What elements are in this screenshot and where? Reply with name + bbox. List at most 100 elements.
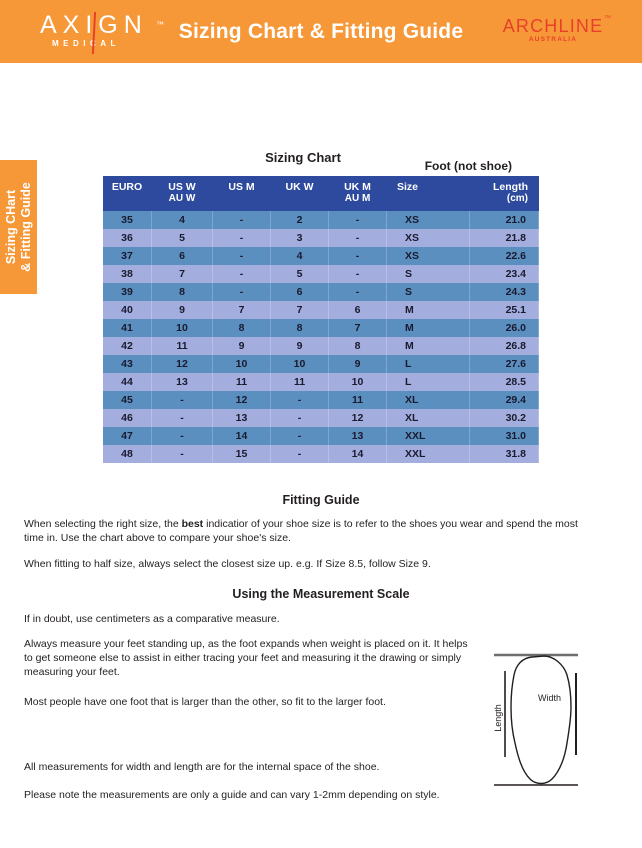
cell-size: XS <box>386 247 470 265</box>
cell-size: L <box>386 373 470 391</box>
cell-us-m: 13 <box>212 409 271 427</box>
cell-us-w: 7 <box>151 265 213 283</box>
cell-length: 28.5 <box>469 373 539 391</box>
cell-size: M <box>386 301 470 319</box>
table-row: 41 10 8 8 7 M 26.0 <box>103 319 539 337</box>
cell-us-w: 6 <box>151 247 213 265</box>
cell-size: XL <box>386 409 470 427</box>
cell-us-w: 5 <box>151 229 213 247</box>
cell-us-m: 15 <box>212 445 271 463</box>
cell-uk-m: 14 <box>328 445 387 463</box>
cell-us-w: 13 <box>151 373 213 391</box>
cell-us-m: 8 <box>212 319 271 337</box>
column-header-length: Length (cm) <box>469 176 539 211</box>
paragraph-1-emphasis: best <box>181 518 204 530</box>
table-row: 35 4-2- XS 21.0 <box>103 211 539 229</box>
fitting-guide-paragraph-1: When selecting the right size, the best … <box>24 517 596 545</box>
axign-tagline: MEDICAL <box>52 39 120 48</box>
cell-length: 26.0 <box>469 319 539 337</box>
cell-uk-m: - <box>328 229 387 247</box>
cell-euro: 39 <box>103 283 152 301</box>
cell-us-m: - <box>212 265 271 283</box>
cell-uk-w: 6 <box>270 283 329 301</box>
table-row: 46-13-12 XL 30.2 <box>103 409 539 427</box>
sizing-chart-title: Sizing Chart <box>265 150 341 165</box>
cell-us-w: 12 <box>151 355 213 373</box>
cell-length: 27.6 <box>469 355 539 373</box>
side-tab-line-1: Sizing CHart <box>3 189 18 265</box>
foot-length-label: Length <box>492 704 503 732</box>
foot-width-label: Width <box>538 693 562 703</box>
cell-uk-w: 10 <box>270 355 329 373</box>
cell-uk-w: 2 <box>270 211 329 229</box>
cell-length: 24.3 <box>469 283 539 301</box>
measurement-paragraph-3: Most people have one foot that is larger… <box>24 696 386 708</box>
column-header-euro-main: EURO <box>111 181 143 193</box>
column-header-us-w-main: US W <box>168 181 196 193</box>
side-tab-sizing-chart: Sizing CHart & Fitting Guide <box>0 160 37 294</box>
cell-uk-w: 8 <box>270 319 329 337</box>
table-head: EURO US W AU W US M UK W UK M AU M Size … <box>103 176 539 211</box>
cell-length: 31.0 <box>469 427 539 445</box>
cell-size: S <box>386 283 470 301</box>
cell-us-w: 10 <box>151 319 213 337</box>
cell-size: XXL <box>386 445 470 463</box>
archline-wordmark: ARCHLINE <box>502 16 604 36</box>
cell-uk-m: - <box>328 247 387 265</box>
cell-length: 31.8 <box>469 445 539 463</box>
table-body: 35 4-2- XS 21.0 36 5-3- XS 21.8 37 6-4- XS 22.6 38 7-… <box>103 211 539 463</box>
cell-uk-w: 9 <box>270 337 329 355</box>
cell-size: S <box>386 265 470 283</box>
foot-measurement-diagram: Width Length <box>492 645 632 795</box>
cell-us-w: 4 <box>151 211 213 229</box>
cell-us-m: - <box>212 211 271 229</box>
table-row: 38 7-5- S 23.4 <box>103 265 539 283</box>
cell-us-w: - <box>151 391 213 409</box>
cell-us-w: 11 <box>151 337 213 355</box>
cell-euro: 35 <box>103 211 152 229</box>
cell-euro: 45 <box>103 391 152 409</box>
table-row: 48-15-14 XXL 31.8 <box>103 445 539 463</box>
side-tab-label: Sizing CHart & Fitting Guide <box>4 182 34 272</box>
cell-size: XS <box>386 229 470 247</box>
cell-length: 23.4 <box>469 265 539 283</box>
cell-length: 26.8 <box>469 337 539 355</box>
cell-uk-w: 7 <box>270 301 329 319</box>
column-header-us-w: US W AU W <box>151 176 213 211</box>
axign-logo: AXIGN MEDICAL ™ <box>38 11 168 55</box>
cell-euro: 40 <box>103 301 152 319</box>
cell-uk-m: 13 <box>328 427 387 445</box>
cell-length: 29.4 <box>469 391 539 409</box>
cell-size: M <box>386 319 470 337</box>
cell-uk-m: 7 <box>328 319 387 337</box>
cell-length: 21.8 <box>469 229 539 247</box>
cell-euro: 44 <box>103 373 152 391</box>
column-header-uk-m-main: UK M <box>344 181 371 193</box>
cell-uk-w: - <box>270 409 329 427</box>
column-header-euro: EURO <box>103 176 152 211</box>
cell-uk-w: 5 <box>270 265 329 283</box>
page-header <box>0 0 642 63</box>
column-header-us-m: US M <box>212 176 271 211</box>
table-row: 39 8-6- S 24.3 <box>103 283 539 301</box>
cell-us-w: - <box>151 445 213 463</box>
axign-trademark-icon: ™ <box>156 20 164 29</box>
cell-uk-w: 11 <box>270 373 329 391</box>
side-tab-line-2: & Fitting Guide <box>18 182 33 272</box>
table-row: 47-14-13 XXL 31.0 <box>103 427 539 445</box>
cell-uk-w: - <box>270 427 329 445</box>
measurement-scale-heading: Using the Measurement Scale <box>232 587 410 601</box>
table-row: 42 11 9 9 8 M 26.8 <box>103 337 539 355</box>
table-row: 36 5-3- XS 21.8 <box>103 229 539 247</box>
cell-uk-m: 12 <box>328 409 387 427</box>
cell-euro: 38 <box>103 265 152 283</box>
column-header-size-main: Size <box>397 181 419 193</box>
table-row: 45-12-11 XL 29.4 <box>103 391 539 409</box>
cell-uk-m: - <box>328 211 387 229</box>
table-row: 43 12 10 10 9 L 27.6 <box>103 355 539 373</box>
cell-length: 22.6 <box>469 247 539 265</box>
table-row: 40 9 7 7 6 M 25.1 <box>103 301 539 319</box>
fitting-guide-paragraph-2: When fitting to half size, always select… <box>24 558 431 570</box>
cell-euro: 37 <box>103 247 152 265</box>
cell-euro: 48 <box>103 445 152 463</box>
